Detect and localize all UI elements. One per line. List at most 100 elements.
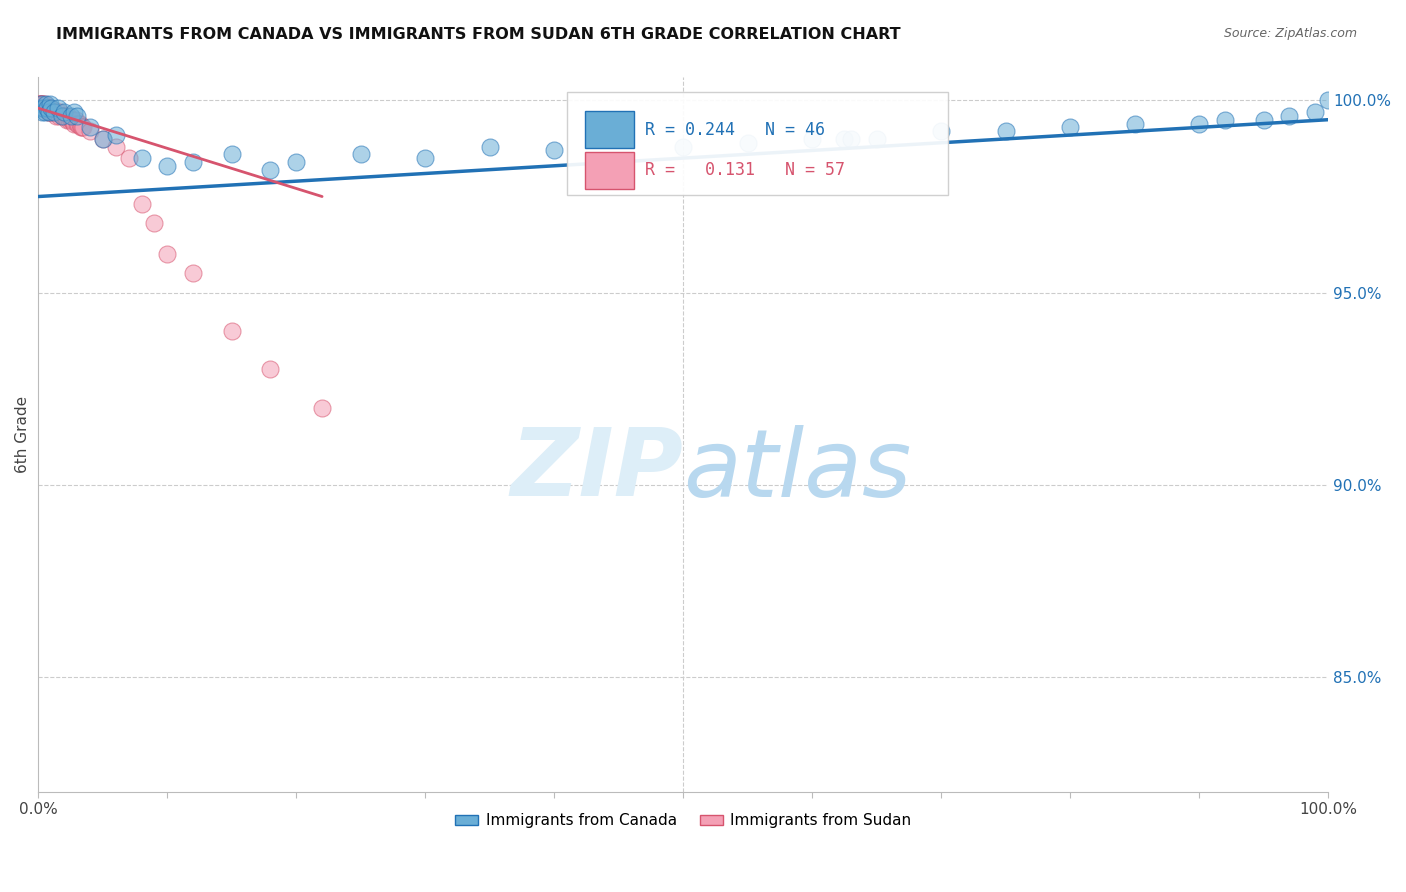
Point <box>221 147 243 161</box>
Point <box>672 139 695 153</box>
Point <box>131 151 153 165</box>
Point <box>39 101 62 115</box>
Point <box>44 105 66 120</box>
Text: R = 0.244   N = 46: R = 0.244 N = 46 <box>644 120 824 138</box>
Point <box>59 109 82 123</box>
Point <box>48 109 70 123</box>
Point <box>59 112 82 127</box>
Point <box>39 101 62 115</box>
Point <box>181 266 204 280</box>
Point <box>31 101 53 115</box>
Point <box>91 132 114 146</box>
Point <box>66 116 89 130</box>
Y-axis label: 6th Grade: 6th Grade <box>15 396 30 474</box>
Point <box>30 97 52 112</box>
Point <box>839 132 862 146</box>
Point <box>91 132 114 146</box>
Point <box>58 112 80 127</box>
Point <box>46 101 69 115</box>
Point <box>181 155 204 169</box>
Text: Source: ZipAtlas.com: Source: ZipAtlas.com <box>1223 27 1357 40</box>
Text: ZIP: ZIP <box>510 425 683 516</box>
Point <box>63 105 86 120</box>
Legend: Immigrants from Canada, Immigrants from Sudan: Immigrants from Canada, Immigrants from … <box>449 807 918 834</box>
Point <box>104 128 127 142</box>
Point <box>866 132 889 146</box>
FancyBboxPatch shape <box>567 92 948 195</box>
Point <box>63 116 86 130</box>
Point <box>104 139 127 153</box>
Point <box>131 197 153 211</box>
Point <box>1123 116 1146 130</box>
Point <box>221 324 243 338</box>
Point <box>31 97 53 112</box>
Point <box>37 101 59 115</box>
FancyBboxPatch shape <box>585 112 634 148</box>
Point <box>30 97 52 112</box>
Point <box>1278 109 1301 123</box>
Point <box>38 105 60 120</box>
Point <box>67 116 90 130</box>
Point <box>66 109 89 123</box>
Point <box>34 97 56 112</box>
Point <box>42 105 65 120</box>
Point <box>34 105 56 120</box>
Point <box>259 162 281 177</box>
Point <box>35 97 58 112</box>
Point <box>285 155 308 169</box>
Point <box>1188 116 1211 130</box>
Point <box>49 105 72 120</box>
Point <box>31 97 53 112</box>
Point <box>737 136 759 150</box>
Point <box>801 132 824 146</box>
Point <box>41 105 63 120</box>
Point <box>28 97 51 112</box>
Point <box>28 97 51 112</box>
Point <box>60 112 83 127</box>
Text: atlas: atlas <box>683 425 911 516</box>
Point <box>32 101 55 115</box>
Point <box>55 109 77 123</box>
Point <box>62 112 84 127</box>
FancyBboxPatch shape <box>585 153 634 188</box>
Point <box>39 105 62 120</box>
Point <box>51 109 73 123</box>
Point <box>350 147 373 161</box>
Point <box>46 105 69 120</box>
Point <box>1213 112 1236 127</box>
Point <box>117 151 139 165</box>
Point <box>39 97 62 112</box>
Point <box>72 120 94 135</box>
Point <box>79 124 101 138</box>
Point <box>65 112 87 127</box>
Point <box>28 101 51 115</box>
Text: IMMIGRANTS FROM CANADA VS IMMIGRANTS FROM SUDAN 6TH GRADE CORRELATION CHART: IMMIGRANTS FROM CANADA VS IMMIGRANTS FRO… <box>56 27 901 42</box>
Point <box>55 112 77 127</box>
Point <box>31 105 53 120</box>
Point <box>38 105 60 120</box>
Point <box>994 124 1017 138</box>
Point <box>478 139 501 153</box>
Point <box>53 105 76 120</box>
Point <box>35 101 58 115</box>
Point <box>53 109 76 123</box>
Point <box>143 216 166 230</box>
Point <box>38 101 60 115</box>
Point <box>156 247 179 261</box>
Point <box>39 105 62 120</box>
Point <box>30 97 52 112</box>
Point <box>156 159 179 173</box>
Point <box>53 109 76 123</box>
Point <box>70 120 93 135</box>
Point <box>79 120 101 135</box>
Point <box>56 109 79 123</box>
Point <box>311 401 333 415</box>
Point <box>1253 112 1275 127</box>
Point <box>51 109 73 123</box>
Point <box>35 101 58 115</box>
Point <box>34 101 56 115</box>
Point <box>32 97 55 112</box>
Point <box>70 120 93 135</box>
Point <box>1059 120 1081 135</box>
Point <box>834 132 856 146</box>
